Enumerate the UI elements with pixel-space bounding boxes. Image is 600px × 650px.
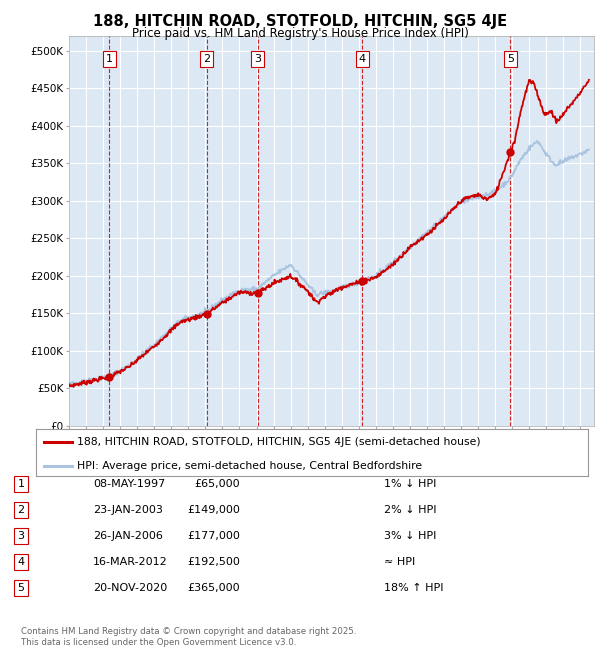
Text: 188, HITCHIN ROAD, STOTFOLD, HITCHIN, SG5 4JE: 188, HITCHIN ROAD, STOTFOLD, HITCHIN, SG…	[93, 14, 507, 29]
Text: Contains HM Land Registry data © Crown copyright and database right 2025.
This d: Contains HM Land Registry data © Crown c…	[21, 627, 356, 647]
Text: £65,000: £65,000	[194, 479, 240, 489]
Text: 4: 4	[17, 557, 25, 567]
Text: 5: 5	[17, 583, 25, 593]
Text: 3: 3	[17, 531, 25, 541]
Text: 2% ↓ HPI: 2% ↓ HPI	[384, 505, 437, 515]
Text: HPI: Average price, semi-detached house, Central Bedfordshire: HPI: Average price, semi-detached house,…	[77, 460, 422, 471]
Text: £149,000: £149,000	[187, 505, 240, 515]
Text: 26-JAN-2006: 26-JAN-2006	[93, 531, 163, 541]
Text: 2: 2	[203, 54, 210, 64]
Text: 16-MAR-2012: 16-MAR-2012	[93, 557, 168, 567]
Text: 18% ↑ HPI: 18% ↑ HPI	[384, 583, 443, 593]
Text: 23-JAN-2003: 23-JAN-2003	[93, 505, 163, 515]
Text: 2: 2	[17, 505, 25, 515]
Text: £365,000: £365,000	[187, 583, 240, 593]
Text: 1: 1	[17, 479, 25, 489]
Text: £177,000: £177,000	[187, 531, 240, 541]
Text: 5: 5	[507, 54, 514, 64]
Text: 20-NOV-2020: 20-NOV-2020	[93, 583, 167, 593]
Text: 3% ↓ HPI: 3% ↓ HPI	[384, 531, 436, 541]
Text: 08-MAY-1997: 08-MAY-1997	[93, 479, 165, 489]
Text: 188, HITCHIN ROAD, STOTFOLD, HITCHIN, SG5 4JE (semi-detached house): 188, HITCHIN ROAD, STOTFOLD, HITCHIN, SG…	[77, 437, 481, 447]
Text: 1% ↓ HPI: 1% ↓ HPI	[384, 479, 436, 489]
Text: ≈ HPI: ≈ HPI	[384, 557, 415, 567]
Text: 1: 1	[106, 54, 113, 64]
Text: 3: 3	[254, 54, 261, 64]
Text: 4: 4	[359, 54, 366, 64]
Text: £192,500: £192,500	[187, 557, 240, 567]
Text: Price paid vs. HM Land Registry's House Price Index (HPI): Price paid vs. HM Land Registry's House …	[131, 27, 469, 40]
